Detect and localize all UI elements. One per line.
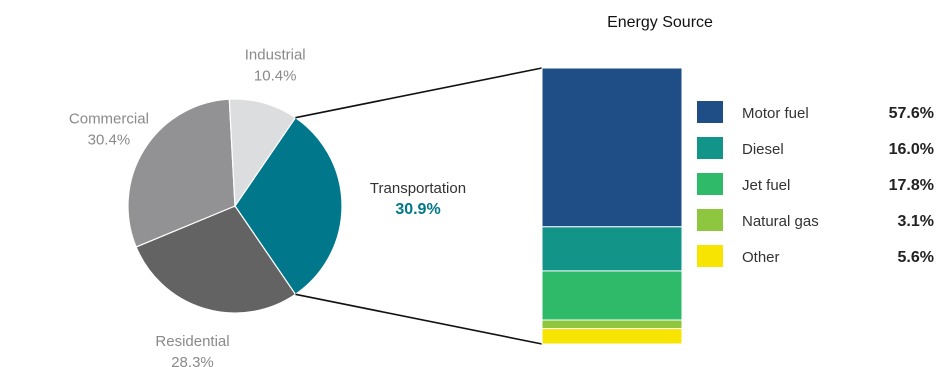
pie-label-residential: Residential 28.3%: [155, 333, 229, 367]
legend-value-motor-fuel: 57.6%: [889, 105, 934, 122]
legend-swatch-motor-fuel: [697, 101, 723, 123]
connector-top: [295, 67, 543, 119]
energy-source-stacked-bar: Energy Source: [541, 14, 713, 345]
energy-source-legend: Motor fuel 57.6% Diesel 16.0% Jet fuel 17.8% N…: [697, 101, 934, 267]
legend-item-natural-gas: Natural gas 3.1%: [697, 209, 934, 231]
pie-slice-industrial: [228, 98, 297, 208]
legend-value-other: 5.6%: [898, 249, 934, 266]
legend-label-diesel: Diesel: [742, 141, 784, 158]
pie-label-name-residential: Residential: [155, 333, 229, 350]
breakdown-connectors: [295, 67, 543, 345]
legend-value-diesel: 16.0%: [889, 141, 934, 158]
pie-label-value-transportation: 30.9%: [395, 201, 440, 218]
legend-label-jet-fuel: Jet fuel: [742, 177, 790, 194]
stack-segment-motor-fuel: [541, 67, 683, 228]
legend-item-other: Other 5.6%: [697, 245, 934, 267]
connector-bottom: [295, 293, 543, 345]
legend-label-natural-gas: Natural gas: [742, 213, 819, 230]
stack-segment-other: [541, 328, 683, 345]
pie-label-name-transportation: Transportation: [370, 180, 466, 197]
legend-label-motor-fuel: Motor fuel: [742, 105, 809, 122]
legend-item-jet-fuel: Jet fuel 17.8%: [697, 173, 934, 195]
legend-swatch-other: [697, 245, 723, 267]
legend-item-diesel: Diesel 16.0%: [697, 137, 934, 159]
pie-label-name-commercial: Commercial: [69, 111, 149, 128]
legend-value-natural-gas: 3.1%: [898, 213, 934, 230]
pie-label-value-commercial: 30.4%: [88, 132, 131, 149]
pie-label-commercial: Commercial 30.4%: [69, 111, 149, 149]
stack-segment-diesel: [541, 226, 683, 272]
legend-swatch-jet-fuel: [697, 173, 723, 195]
pie-label-value-industrial: 10.4%: [254, 68, 297, 85]
pie-label-transportation: Transportation 30.9%: [370, 180, 466, 218]
pie-slice-residential: [135, 205, 297, 314]
legend-swatch-diesel: [697, 137, 723, 159]
pie-label-name-industrial: Industrial: [245, 47, 306, 64]
legend-item-motor-fuel: Motor fuel 57.6%: [697, 101, 934, 123]
legend-value-jet-fuel: 17.8%: [889, 177, 934, 194]
pie-slice-commercial: [127, 98, 236, 248]
stack-title: Energy Source: [607, 14, 713, 31]
stack-segment-natural-gas: [541, 319, 683, 330]
pie-label-value-residential: 28.3%: [171, 354, 214, 367]
legend-label-other: Other: [742, 249, 780, 266]
sector-pie-chart: Transportation 30.9% Residential 28.3% Comme…: [69, 47, 466, 367]
legend-swatch-natural-gas: [697, 209, 723, 231]
pie-label-industrial: Industrial 10.4%: [245, 47, 306, 85]
stack-segment-jet-fuel: [541, 270, 683, 321]
pie-slice-transportation: [234, 116, 343, 296]
